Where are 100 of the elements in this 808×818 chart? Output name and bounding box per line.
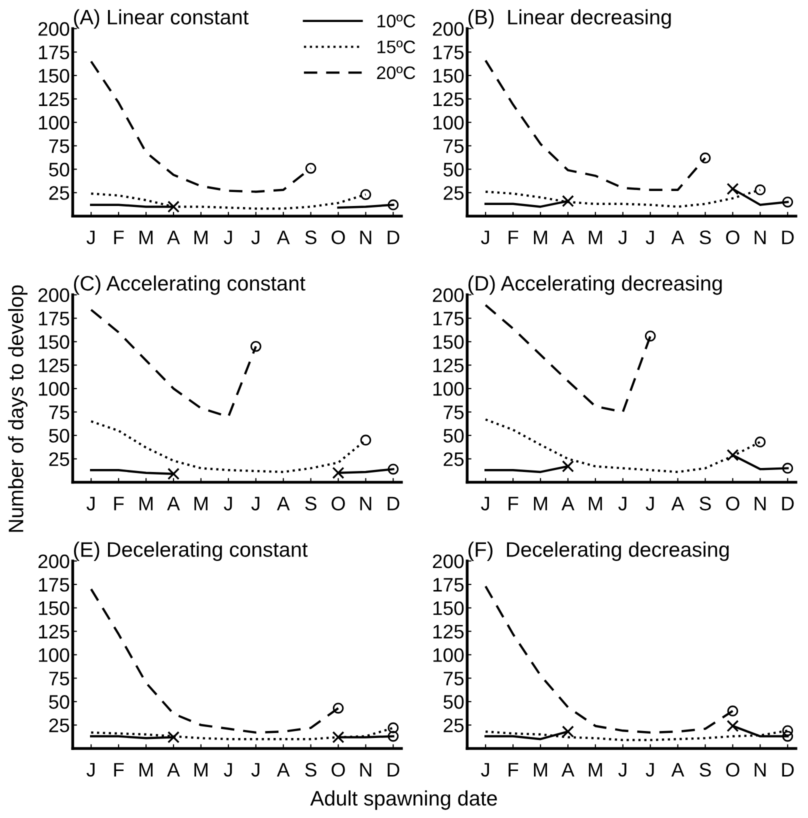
x-tick-label: A [167, 763, 180, 776]
x-tick-label: D [388, 230, 400, 244]
x-tick-label: O [332, 762, 345, 777]
y-tick-label: 100 [38, 382, 70, 396]
y-tick-label: 175 [38, 46, 70, 60]
x-tick-label: F [114, 763, 124, 776]
x-tick-label: J [481, 230, 489, 244]
y-tick-label: 150 [38, 68, 70, 83]
x-tick-label: O [332, 230, 345, 244]
y-tick-label: 125 [433, 624, 464, 639]
x-tick-label: J [224, 763, 232, 777]
x-tick-label: M [534, 763, 547, 776]
y-tick-label: 200 [38, 22, 70, 36]
y-tick-label: 75 [49, 672, 70, 686]
y-tick-label: 125 [433, 92, 464, 106]
chart-title: (E) Decelerating constant [74, 542, 308, 562]
x-tick-label: A [276, 763, 290, 776]
chart-title: (D) Accelerating decreasing [468, 275, 722, 295]
x-tick-label: M [588, 230, 602, 244]
legend-label: 20ºC [377, 66, 416, 80]
y-tick-label: 100 [433, 648, 464, 662]
y-tick-label: 125 [433, 358, 464, 372]
x-tick-label: N [360, 763, 372, 776]
x-tick-label: J [618, 763, 626, 777]
x-tick-label: A [276, 496, 290, 510]
x-tick-label: J [86, 230, 95, 244]
x-tick-label: J [481, 496, 489, 510]
y-tick-label: 100 [38, 116, 70, 130]
y-tick-label: 150 [38, 601, 70, 616]
x-tick-label: J [646, 496, 654, 510]
chart-title: (B) Linear decreasing [468, 9, 671, 29]
x-tick-label: S [305, 496, 316, 510]
legend-label: 15ºC [378, 40, 416, 54]
chart-title: (F) Decelerating decreasing [468, 542, 729, 562]
x-tick-label: J [251, 763, 260, 777]
x-tick-label: F [508, 230, 518, 244]
x-tick-label: A [562, 763, 574, 776]
x-tick-label: F [114, 230, 124, 244]
y-tick-label: 150 [38, 335, 70, 349]
y-tick-label: 200 [38, 554, 70, 568]
y-tick-label: 200 [432, 22, 464, 36]
y-tick-label: 175 [38, 312, 70, 326]
y-tick-label: 25 [49, 186, 70, 200]
y-axis-title: Number of days to develop [8, 285, 28, 532]
y-tick-label: 75 [444, 406, 464, 420]
y-tick-label: 150 [433, 601, 464, 616]
y-tick-label: 50 [49, 162, 70, 176]
x-tick-label: M [140, 763, 153, 776]
x-tick-label: J [86, 496, 95, 510]
x-tick-label: S [700, 230, 711, 244]
x-tick-label: N [360, 496, 372, 510]
y-tick-label: 50 [49, 695, 70, 709]
x-tick-label: D [388, 763, 400, 776]
x-tick-label: M [534, 496, 547, 510]
x-tick-label: A [671, 763, 684, 776]
x-tick-label: J [86, 763, 95, 777]
x-tick-label: F [114, 496, 124, 510]
y-tick-label: 25 [444, 718, 464, 732]
x-tick-label: O [726, 230, 740, 244]
y-tick-label: 75 [49, 406, 70, 420]
x-tick-label: A [562, 496, 574, 510]
x-tick-label: S [305, 230, 316, 244]
x-tick-label: J [251, 230, 260, 244]
y-tick-label: 25 [49, 452, 70, 466]
y-tick-label: 175 [38, 578, 70, 592]
x-tick-label: D [388, 496, 400, 510]
x-tick-label: J [618, 230, 626, 244]
x-tick-label: A [671, 230, 684, 244]
y-tick-label: 150 [433, 68, 464, 83]
y-tick-label: 125 [38, 92, 70, 106]
x-tick-label: N [360, 230, 372, 244]
y-tick-label: 75 [444, 139, 464, 154]
x-tick-label: J [224, 496, 232, 510]
y-tick-label: 25 [49, 718, 70, 732]
x-tick-label: S [700, 496, 711, 510]
x-tick-label: M [534, 230, 547, 244]
y-tick-label: 125 [38, 624, 70, 639]
x-tick-label: O [726, 762, 740, 777]
x-tick-label: A [276, 230, 290, 244]
y-tick-label: 200 [432, 554, 464, 568]
y-tick-label: 200 [38, 288, 70, 302]
x-tick-label: D [782, 496, 794, 510]
y-tick-label: 75 [444, 672, 464, 686]
x-tick-label: D [782, 763, 794, 776]
x-axis-title: Adult spawning date [310, 790, 497, 810]
x-tick-label: M [588, 496, 602, 510]
y-tick-label: 100 [38, 648, 70, 662]
y-tick-label: 175 [433, 46, 464, 60]
y-tick-label: 175 [433, 312, 464, 326]
y-tick-label: 75 [49, 139, 70, 154]
x-tick-label: M [194, 230, 208, 244]
x-tick-label: J [251, 496, 260, 510]
x-tick-label: S [305, 762, 316, 777]
y-tick-label: 100 [433, 382, 464, 396]
x-tick-label: A [167, 230, 180, 244]
x-tick-label: F [508, 763, 518, 776]
y-tick-label: 50 [444, 162, 464, 176]
chart-title: (C) Accelerating constant [74, 275, 306, 295]
legend-label: 10ºC [378, 14, 416, 28]
x-tick-label: M [194, 763, 208, 776]
